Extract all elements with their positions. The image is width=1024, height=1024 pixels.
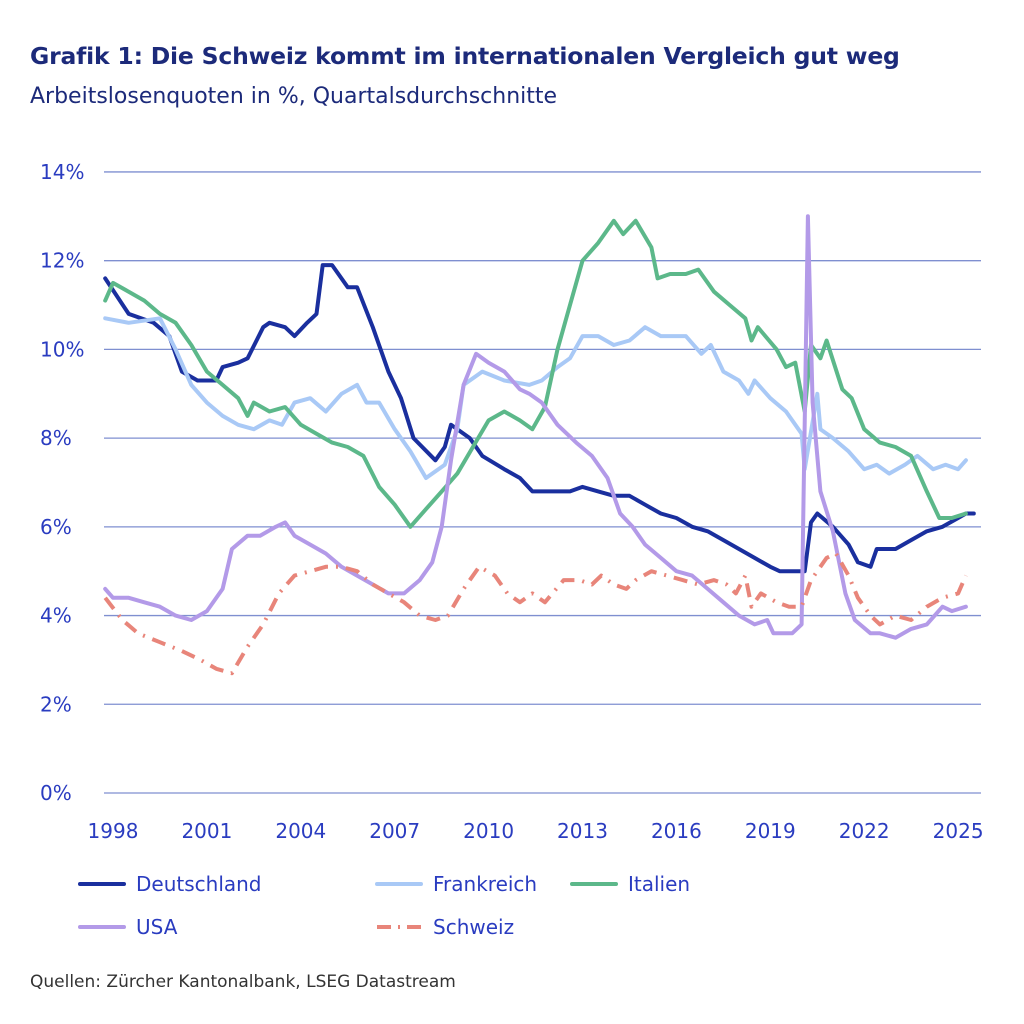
y-tick-label: 14% — [40, 160, 84, 184]
chart-subtitle: Arbeitslosenquoten in %, Quartalsdurchsc… — [30, 84, 558, 109]
x-tick-label: 2013 — [557, 819, 608, 843]
legend-item-frankreich: Frankreich — [375, 872, 537, 896]
x-tick-label: 2001 — [181, 819, 232, 843]
line-chart: 0% 2% 4% 6% 8% 10% 12% 14% 1998 2001 2004 2007 2010… — [40, 160, 984, 843]
x-tick-label: 1998 — [88, 819, 139, 843]
series-line-italien — [103, 218, 968, 529]
legend-label: Schweiz — [433, 915, 515, 939]
chart-title: Grafik 1: Die Schweiz kommt im internati… — [30, 42, 900, 70]
legend-label: Deutschland — [136, 872, 262, 896]
x-tick-label: 2019 — [745, 819, 796, 843]
source-note: Quellen: Zürcher Kantonalbank, LSEG Data… — [30, 972, 456, 992]
y-tick-label: 10% — [40, 337, 84, 361]
x-tick-label: 2004 — [275, 819, 326, 843]
y-tick-label: 0% — [40, 781, 72, 805]
x-axis-ticks: 1998 2001 2004 2007 2010 2013 2016 2019 2022 2025 — [88, 819, 984, 843]
y-tick-label: 2% — [40, 692, 72, 716]
x-tick-label: 2010 — [463, 819, 514, 843]
series-line-usa — [103, 214, 968, 640]
legend-item-deutschland: Deutschland — [78, 872, 262, 896]
legend-item-italien: Italien — [570, 872, 690, 896]
x-tick-label: 2025 — [933, 819, 984, 843]
y-axis-ticks: 0% 2% 4% 6% 8% 10% 12% 14% — [40, 160, 84, 805]
x-tick-label: 2007 — [369, 819, 420, 843]
y-tick-label: 4% — [40, 604, 72, 628]
series-line-frankreich — [103, 316, 968, 480]
series-line-deutschland — [103, 263, 976, 574]
x-tick-label: 2016 — [651, 819, 702, 843]
y-tick-label: 12% — [40, 249, 84, 273]
legend-swatch — [570, 882, 618, 886]
legend-swatch — [375, 882, 423, 886]
legend-label: Italien — [628, 872, 691, 896]
legend-label: Frankreich — [433, 872, 538, 896]
grid-lines — [104, 171, 981, 794]
legend-item-schweiz: Schweiz — [375, 915, 514, 939]
legend-swatch — [78, 925, 126, 929]
legend-swatch — [377, 925, 421, 929]
y-tick-label: 6% — [40, 515, 72, 539]
legend-label: USA — [136, 915, 178, 939]
series-lines — [103, 214, 976, 676]
legend-item-usa: USA — [78, 915, 177, 939]
x-tick-label: 2022 — [839, 819, 890, 843]
series-line-schweiz — [103, 551, 968, 676]
legend-swatch — [78, 882, 126, 886]
y-tick-label: 8% — [40, 426, 72, 450]
